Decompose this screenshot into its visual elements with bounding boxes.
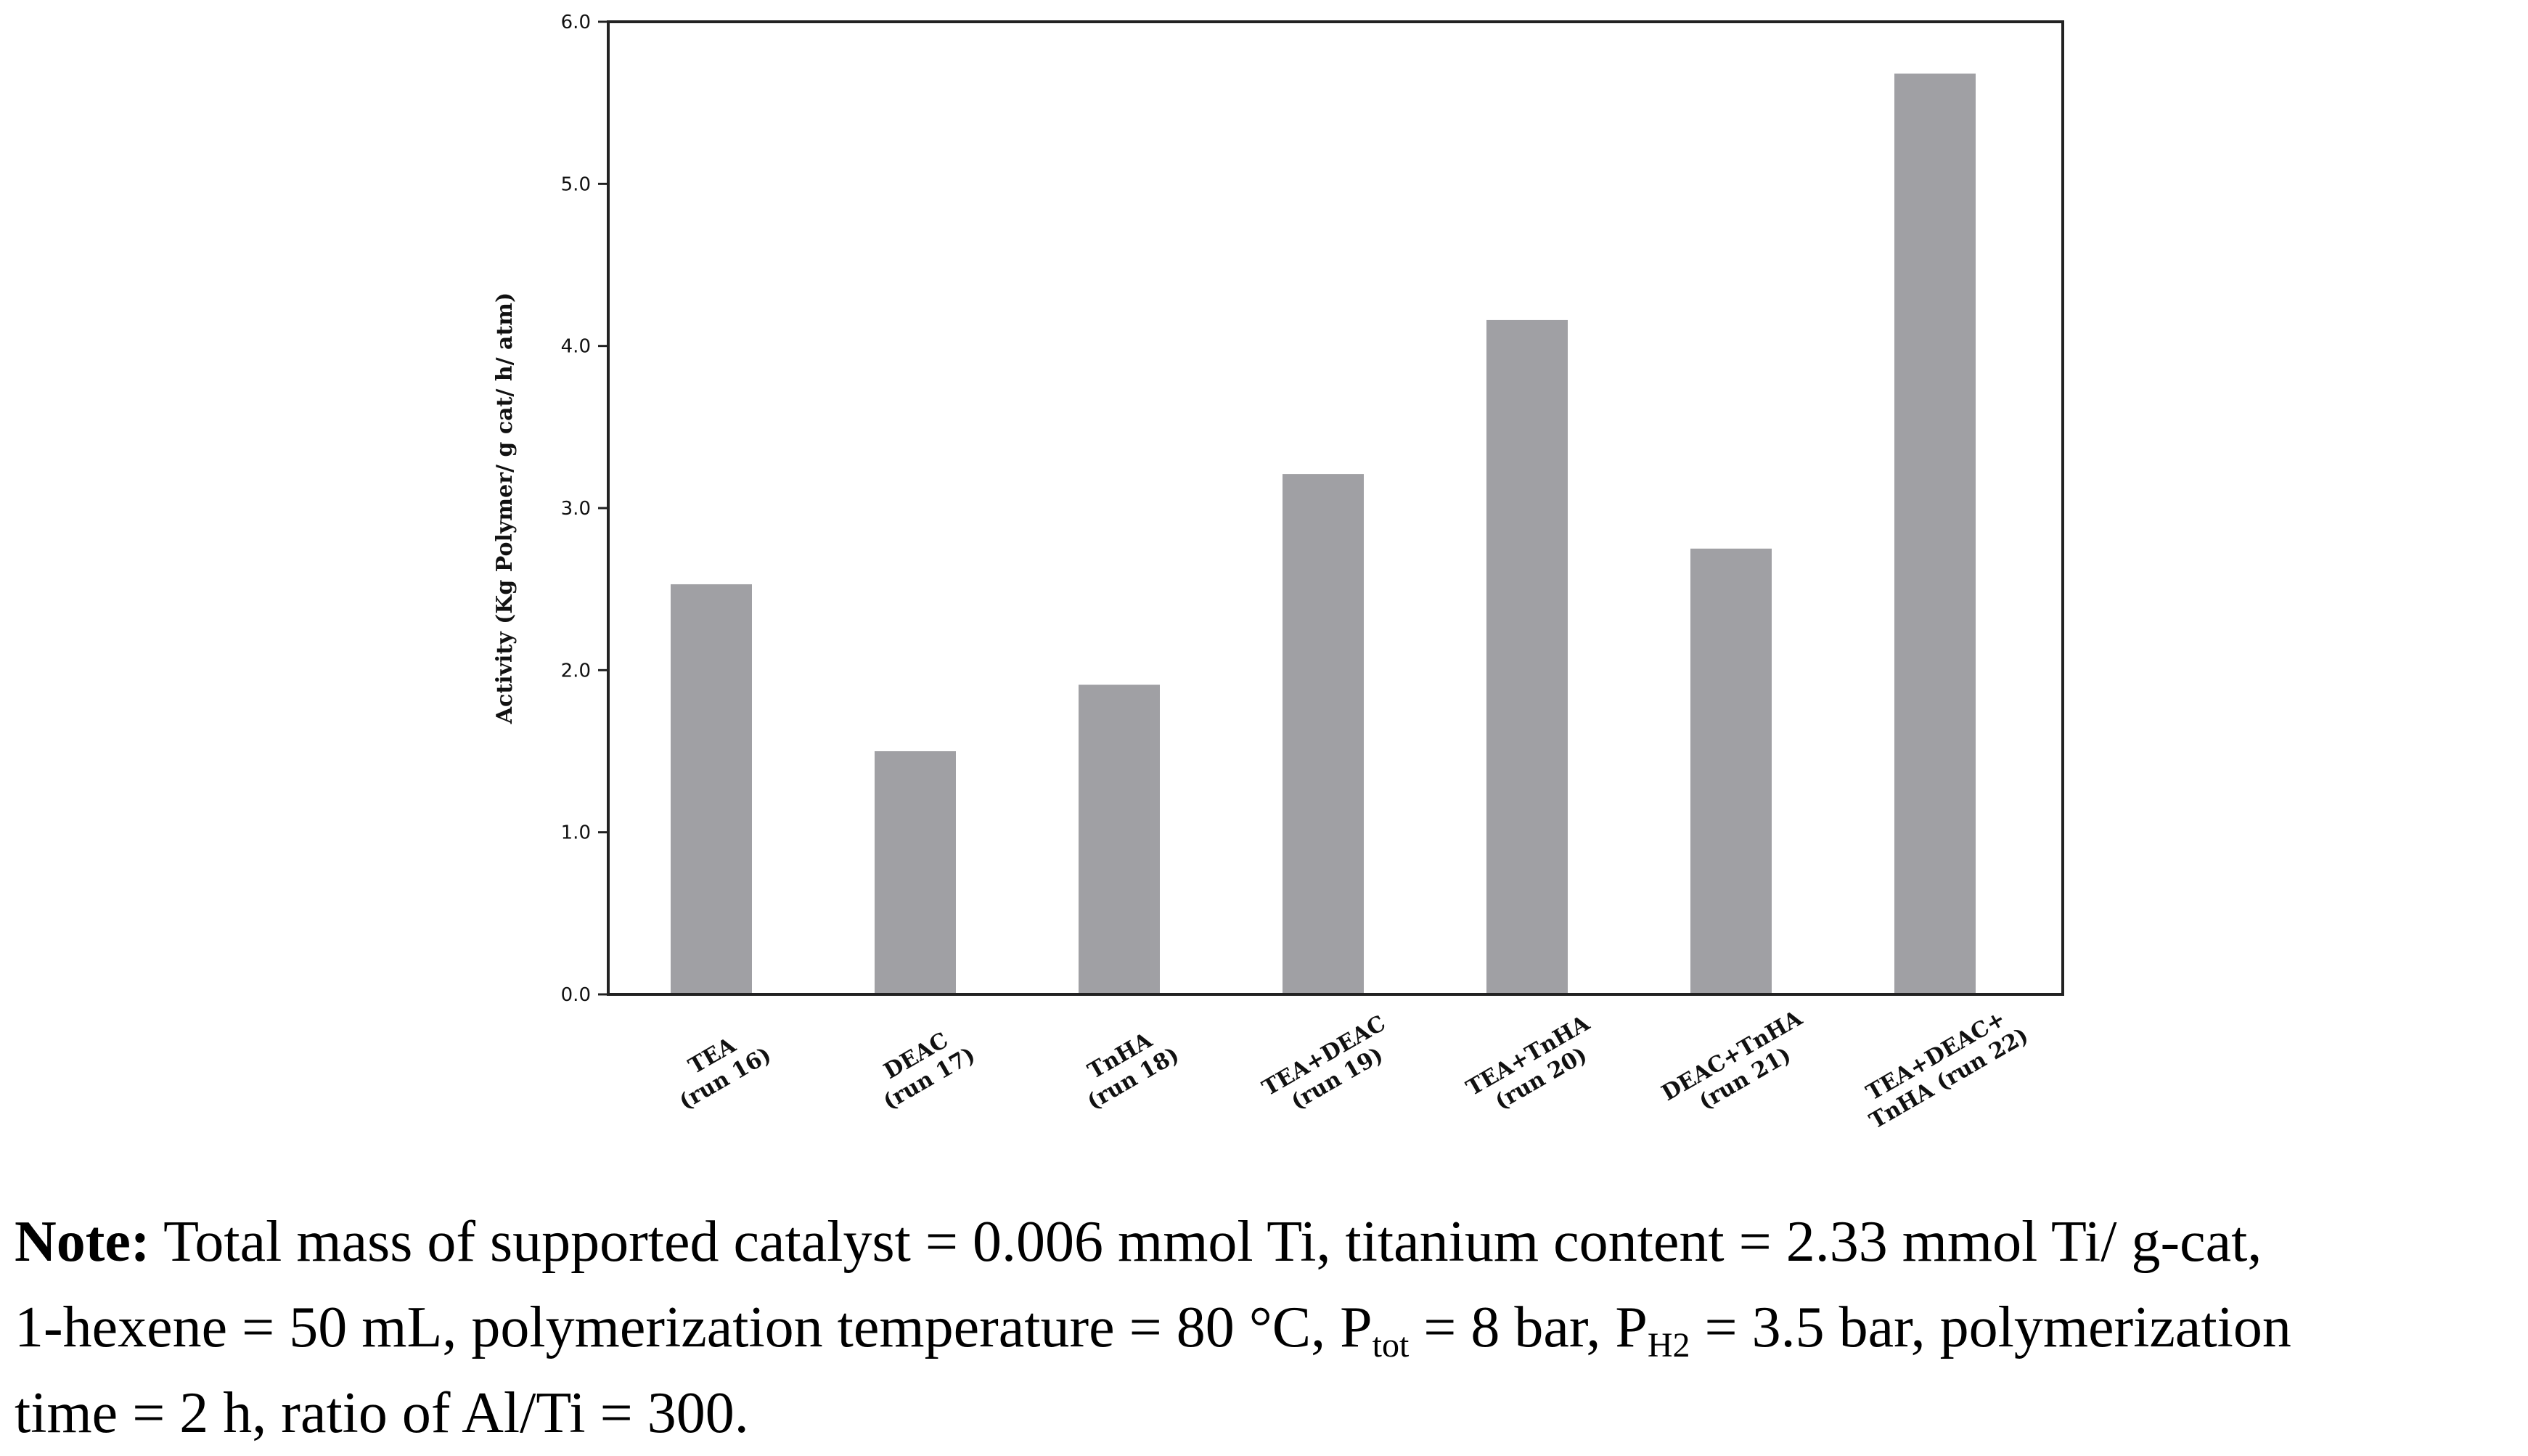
y-tick-label: 0.0 — [561, 984, 591, 1006]
note-line-2: 1-hexene = 50 mL, polymerization tempera… — [15, 1296, 2291, 1365]
bar — [875, 751, 956, 994]
bar — [671, 584, 752, 994]
x-tick-label: DEAC+TnHA(run 21) — [1658, 1005, 1820, 1129]
bar — [1486, 319, 1568, 994]
bar — [1690, 548, 1772, 994]
y-tick-label: 1.0 — [561, 822, 591, 844]
note-line-1: Note: Total mass of supported catalyst =… — [15, 1210, 2262, 1274]
x-axis-labels: TEA(run 16) DEAC(run 17) TnHA(run 18) TEA+D… — [662, 1000, 2033, 1134]
y-tick-label: 4.0 — [561, 336, 591, 358]
note-label: Note: — [15, 1210, 150, 1274]
bars — [671, 73, 1976, 994]
figure-note: Note: Total mass of supported catalyst =… — [15, 1199, 2526, 1456]
y-axis: 0.0 1.0 2.0 3.0 4.0 5.0 6.0 — [561, 12, 608, 1006]
bar — [1283, 474, 1364, 994]
x-tick-label: TEA+DEAC+TnHA (run 22) — [1852, 1000, 2033, 1134]
x-tick-label: DEAC(run 17) — [866, 1020, 980, 1115]
bar — [1894, 73, 1976, 994]
x-tick-label: TEA+TnHA(run 20) — [1462, 1010, 1607, 1124]
y-tick-label: 2.0 — [561, 660, 591, 682]
x-tick-label: TEA+DEAC(run 19) — [1258, 1010, 1403, 1124]
plot-frame — [607, 20, 2064, 996]
x-tick-label: TnHA(run 18) — [1070, 1020, 1184, 1115]
y-axis-title: Activity (Kg Polymer/ g cat/ h/ atm) — [492, 293, 518, 725]
y-tick-label: 5.0 — [561, 173, 591, 195]
x-tick-label: TEA(run 16) — [662, 1020, 776, 1115]
y-tick-label: 3.0 — [561, 498, 591, 520]
note-line-3: time = 2 h, ratio of Al/Ti = 300. — [15, 1381, 749, 1445]
y-tick-label: 6.0 — [561, 12, 591, 33]
bar — [1079, 684, 1160, 994]
